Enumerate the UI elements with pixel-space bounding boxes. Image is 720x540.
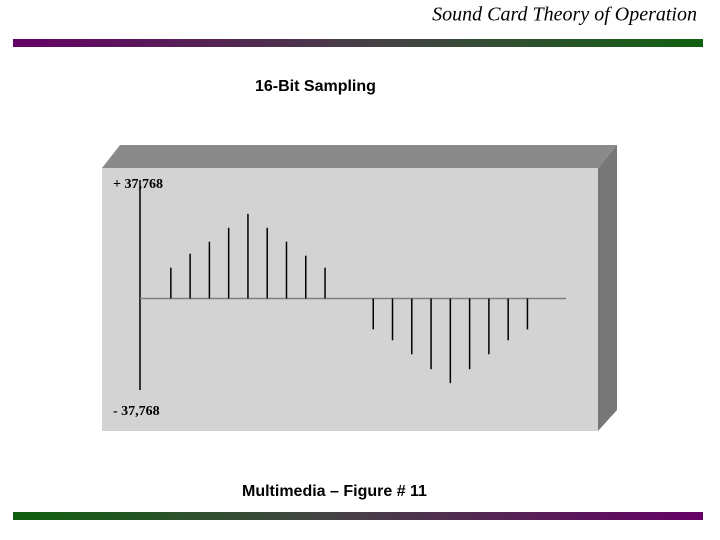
slide-title: Sound Card Theory of Operation: [432, 4, 697, 26]
panel-side: [598, 145, 617, 431]
panel-front: [102, 168, 598, 431]
top-bar: [13, 39, 703, 47]
caption: Multimedia – Figure # 11: [242, 483, 427, 500]
bottom-bar: [13, 512, 703, 520]
y-tick-label: - 37,768: [113, 404, 160, 419]
chart-title: 16-Bit Sampling: [255, 78, 376, 95]
panel-top: [102, 145, 617, 168]
y-tick-label: + 37,768: [113, 177, 163, 192]
